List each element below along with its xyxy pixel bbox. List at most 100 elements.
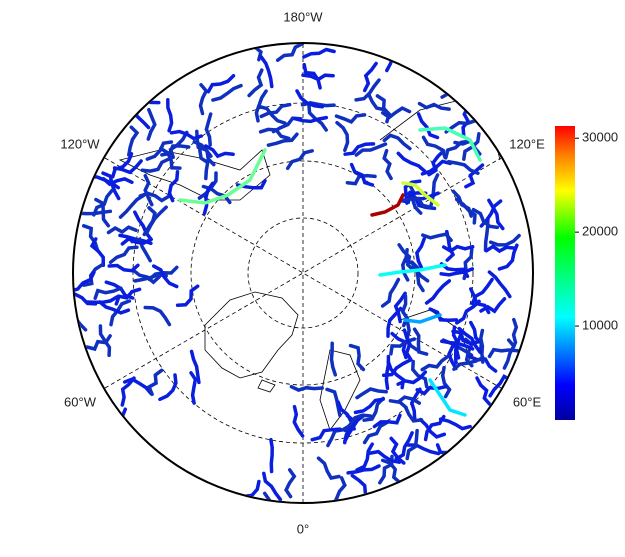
river	[120, 376, 136, 407]
river	[160, 144, 191, 157]
river	[198, 148, 210, 181]
river	[85, 334, 112, 352]
river	[415, 384, 448, 396]
river	[169, 129, 204, 141]
river	[302, 47, 336, 59]
river	[202, 181, 215, 216]
river	[101, 177, 134, 187]
river	[348, 343, 366, 372]
river	[441, 244, 475, 254]
river	[385, 44, 395, 73]
river	[138, 191, 171, 203]
river	[455, 299, 481, 325]
river	[335, 120, 350, 153]
highlighted-river	[378, 263, 447, 277]
river	[416, 112, 440, 140]
river	[145, 140, 174, 161]
river	[106, 225, 138, 235]
highlighted-river	[370, 193, 405, 217]
river	[452, 355, 485, 371]
river	[143, 173, 154, 207]
river	[285, 149, 314, 171]
river	[74, 291, 98, 306]
river	[159, 146, 182, 170]
river	[111, 152, 134, 179]
river	[412, 327, 429, 356]
river	[107, 263, 140, 273]
river	[289, 384, 324, 392]
river	[400, 247, 410, 282]
river	[142, 206, 157, 237]
river	[487, 270, 512, 299]
colorbar-tick-label: 10000	[582, 318, 618, 333]
river	[381, 358, 412, 378]
river	[488, 374, 514, 398]
river	[388, 395, 422, 405]
river	[130, 237, 152, 263]
river	[468, 355, 498, 373]
river	[133, 210, 153, 242]
colorbar-tick-label: 20000	[582, 224, 618, 239]
river	[140, 157, 171, 173]
highlighted-river	[401, 181, 440, 207]
river	[266, 132, 299, 147]
river	[349, 162, 375, 187]
river	[471, 207, 500, 230]
river	[353, 397, 385, 415]
river	[204, 112, 213, 147]
river	[405, 428, 419, 461]
river	[362, 420, 389, 445]
river	[382, 133, 412, 151]
river	[346, 464, 381, 475]
river	[275, 44, 305, 62]
river	[131, 268, 162, 285]
river	[189, 349, 201, 385]
river	[446, 159, 480, 175]
river	[74, 307, 88, 332]
colorbar-tick-label: 30000	[582, 130, 618, 145]
river	[94, 197, 111, 228]
river	[74, 270, 96, 294]
river	[158, 373, 178, 402]
river	[355, 442, 374, 472]
river	[451, 189, 473, 218]
river	[424, 279, 452, 305]
river	[345, 173, 377, 186]
river	[167, 170, 180, 203]
river	[257, 104, 287, 125]
river	[372, 413, 402, 429]
river	[402, 328, 413, 362]
river	[368, 449, 402, 464]
river	[397, 243, 416, 272]
river	[127, 125, 140, 157]
river	[334, 113, 367, 125]
river	[146, 107, 157, 141]
river	[329, 341, 338, 377]
river	[259, 55, 274, 89]
river	[259, 102, 292, 119]
river	[325, 387, 342, 418]
river	[417, 101, 451, 111]
river	[98, 300, 131, 315]
river	[418, 417, 447, 439]
river	[403, 179, 422, 205]
river	[100, 407, 128, 431]
river	[428, 307, 459, 322]
river	[354, 142, 388, 157]
river	[302, 62, 322, 90]
graticule	[104, 44, 502, 502]
meridian-label: 180°W	[283, 9, 323, 24]
river	[497, 243, 519, 271]
river	[366, 92, 391, 119]
river	[464, 163, 485, 189]
river	[423, 414, 446, 442]
river	[81, 224, 100, 253]
river	[262, 491, 272, 502]
river	[108, 245, 139, 265]
river	[396, 370, 428, 386]
colorbar	[555, 126, 575, 420]
river	[175, 284, 200, 308]
river	[380, 277, 401, 308]
river	[146, 368, 164, 397]
